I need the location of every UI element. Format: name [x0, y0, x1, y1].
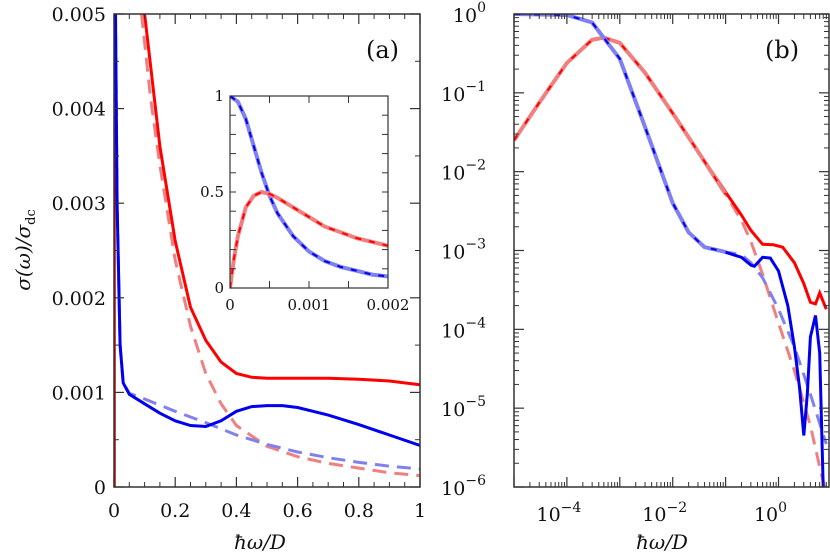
- y-tick-label: 0.002: [52, 288, 106, 310]
- inset-series-dashed: [230, 96, 388, 278]
- panel-b-frame: [513, 13, 830, 488]
- inset-y-tick-label: 1: [214, 87, 224, 105]
- panel-a: 0 0.2 0.4 0.6 0.8 1 0 0.001 0.002 0.003 0.004 0.005…: [11, 4, 426, 554]
- panel-b: 10−4 10−2 100 100 10−1 10−2 10−3 10−4 10−5 10−6 (…: [441, 0, 830, 554]
- y-tick-label: 0.004: [52, 99, 106, 121]
- panel-b-tag: (b): [765, 36, 799, 64]
- y-tick-label: 0.005: [52, 4, 106, 26]
- y-tick-label: 0.003: [52, 193, 106, 215]
- b-y-tick-label: 10−5: [441, 394, 486, 421]
- b-series-blue-dashed: [514, 14, 828, 445]
- x-tick-label: 0.6: [282, 500, 312, 522]
- panel-b-xlabel: ħω/D: [636, 530, 688, 554]
- b-y-tick-label: 10−4: [441, 315, 486, 342]
- b-series-blue-solid: [514, 14, 825, 487]
- inset-x-tick-label: 0.001: [288, 296, 331, 314]
- panel-a-xlabel: ħω/D: [234, 530, 286, 554]
- panel-a-curves: [114, 14, 420, 487]
- inset-x-tick-label: 0.002: [367, 296, 410, 314]
- series-red-solid: [143, 14, 420, 387]
- b-y-tick-label: 10−2: [441, 158, 486, 185]
- panel-a-ylabel: σ(ω)/σdc: [11, 209, 39, 291]
- inset-curves: [230, 96, 388, 288]
- b-y-tick-label: 10−3: [441, 237, 486, 264]
- b-overlap-dash: [514, 14, 726, 253]
- panel-a-tag: (a): [366, 36, 399, 64]
- b-series-red-solid: [514, 36, 828, 310]
- inset-y-tick-label: 0.5: [200, 183, 224, 201]
- series-red-dashed: [140, 14, 420, 478]
- x-tick-label: 0.4: [221, 500, 251, 522]
- inset-x-tick-label: 0: [225, 296, 235, 314]
- b-y-tick-label: 100: [453, 0, 486, 27]
- inset-y-tick-label: 0: [214, 279, 224, 297]
- inset-background: [230, 96, 388, 288]
- y-tick-label: 0.001: [52, 382, 106, 404]
- x-tick-label: 0.8: [344, 500, 374, 522]
- panel-a-ticks: 0 0.2 0.4 0.6 0.8 1 0 0.001 0.002 0.003 0.004 0.005: [52, 4, 426, 522]
- x-tick-label: 1: [414, 500, 426, 522]
- x-tick-label: 0.2: [160, 500, 190, 522]
- b-overlap-light: [514, 14, 727, 254]
- inset-ticks: 0 0.001 0.002 0 0.5 1: [200, 87, 409, 314]
- inset-series-light: [230, 189, 388, 288]
- x-tick-label: 0: [108, 500, 120, 522]
- b-y-tick-label: 10−1: [441, 79, 486, 106]
- b-y-tick-label: 10−6: [441, 473, 486, 500]
- y-tick-label: 0: [94, 477, 106, 499]
- panel-b-ticks: 10−4 10−2 100 100 10−1 10−2 10−3 10−4 10−5 10−6: [441, 0, 830, 526]
- b-x-tick-label: 10−4: [536, 500, 581, 526]
- b-overlap-light: [514, 35, 728, 196]
- b-x-tick-label: 10−2: [642, 500, 687, 526]
- series-blue-solid: [114, 14, 420, 447]
- panel-b-curves: [514, 14, 828, 487]
- b-x-tick-label: 100: [754, 500, 787, 526]
- panel-a-inset: 0 0.001 0.002 0 0.5 1: [200, 87, 409, 314]
